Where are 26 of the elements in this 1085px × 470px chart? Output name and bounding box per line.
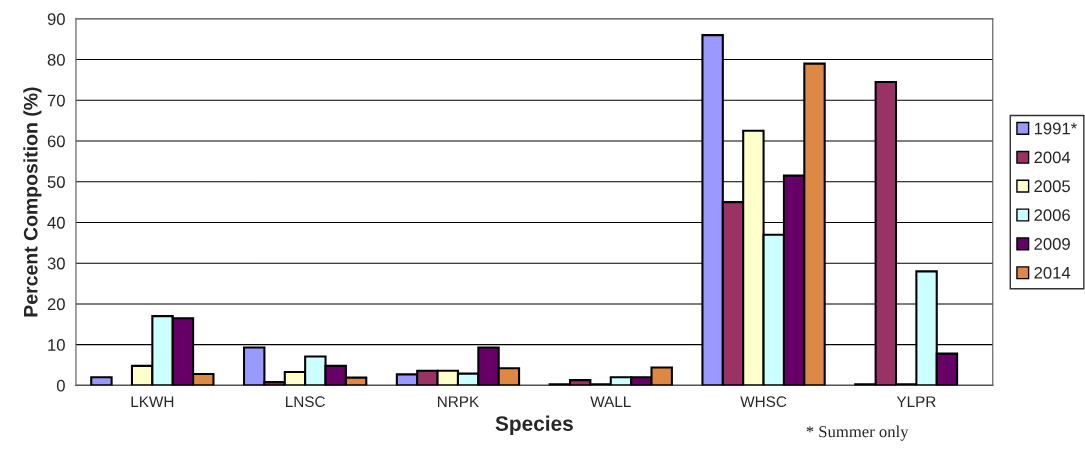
y-tick-label: 0 (56, 379, 65, 392)
y-tick-label: 10 (48, 339, 65, 351)
legend-label: 2014 (1034, 266, 1071, 279)
y-tick-label: 40 (47, 216, 65, 229)
y-tick-label: 80 (47, 53, 65, 66)
legend-label: 2005 (1034, 180, 1070, 193)
y-tick-label: 60 (47, 135, 65, 148)
x-tick-label: WALL (590, 396, 631, 407)
legend-label: 1991* (1034, 122, 1077, 135)
y-tick-label: 70 (47, 94, 65, 107)
y-tick-label: 50 (47, 176, 65, 188)
x-tick-label: NRPK (437, 396, 480, 407)
legend-label: 2006 (1034, 209, 1070, 222)
x-axis-title: Species (495, 415, 573, 436)
bar (90, 376, 113, 386)
legend-label: 2004 (1034, 151, 1071, 164)
x-tick-label: YLPR (896, 396, 936, 407)
y-axis-title: Percent Composition (%) (23, 87, 42, 317)
x-tick-label: LNSC (286, 396, 325, 408)
legend-label: 2009 (1034, 238, 1070, 250)
x-tick-label: LKWH (131, 396, 174, 407)
text: * Summer only (806, 425, 909, 441)
x-tick-label: WHSC (740, 396, 787, 408)
y-tick-label: 90 (47, 13, 65, 25)
y-tick-label: 20 (47, 298, 65, 311)
y-tick-label: 30 (47, 257, 65, 270)
